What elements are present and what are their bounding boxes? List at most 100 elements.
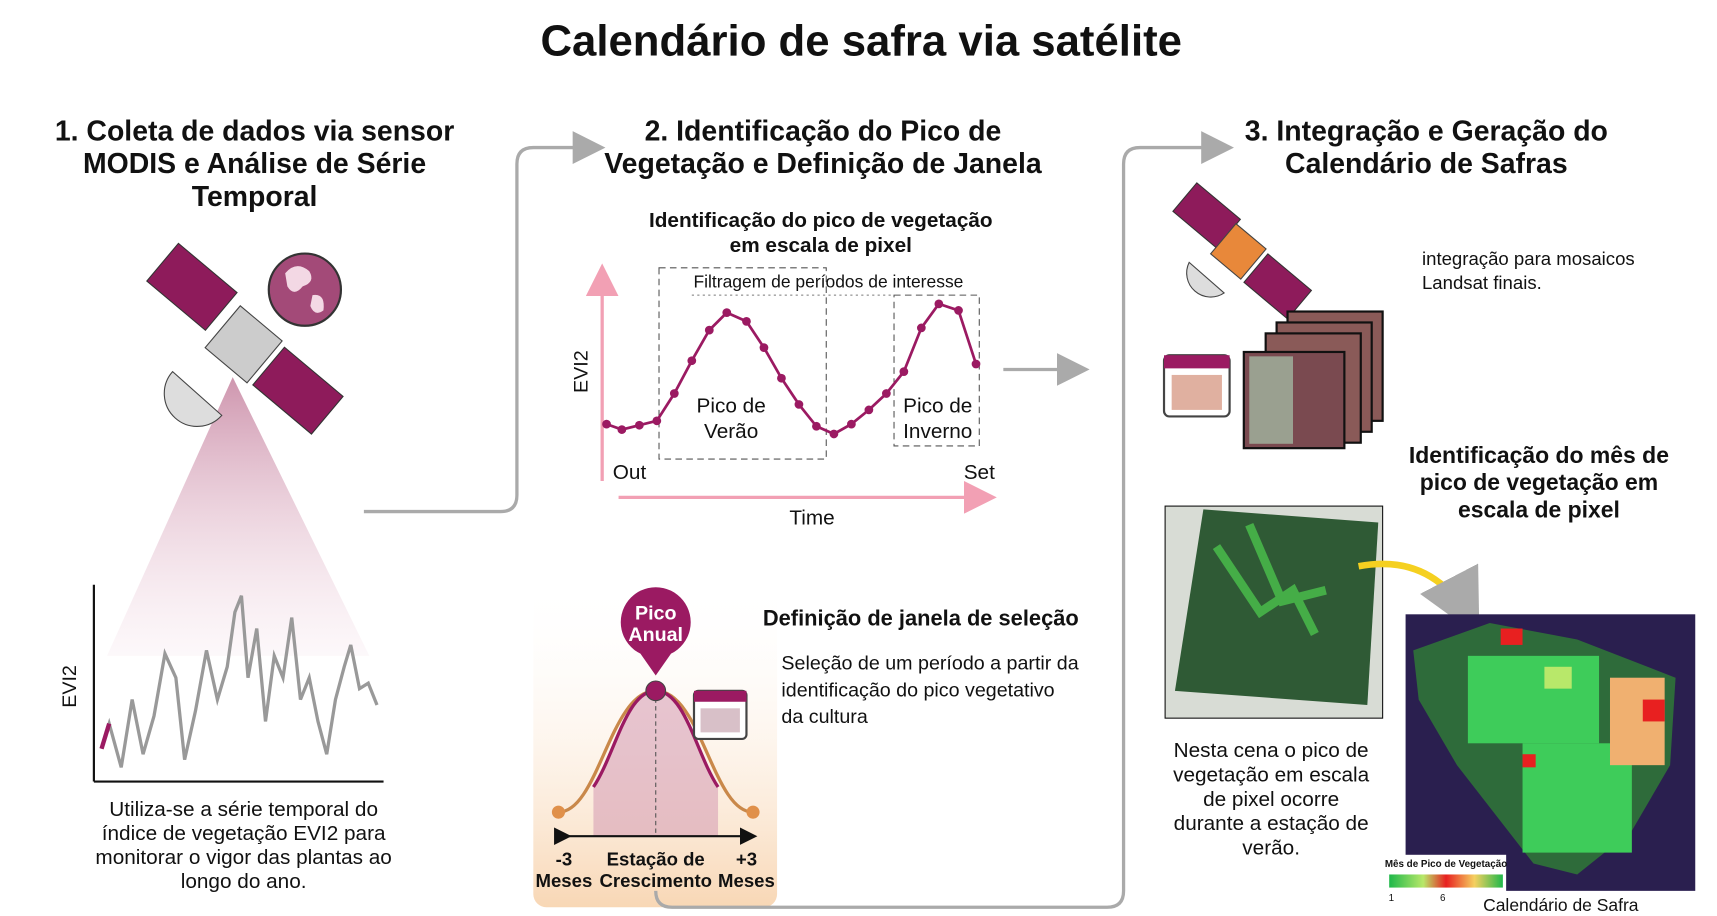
curve-dot [669, 389, 679, 398]
curve-dot [652, 416, 662, 426]
filter-label: Filtragem de períodos de interesse [693, 272, 963, 292]
text-line: índice de vegetação EVI2 para [102, 823, 386, 846]
range-label: -3 Meses [536, 848, 593, 891]
chart-title: Identificação do pico de vegetação em esc… [649, 209, 993, 257]
map-pixels [1467, 628, 1665, 853]
text-line: +3 [736, 848, 757, 869]
text-line: monitorar o vigor das plantas ao [95, 847, 391, 870]
text-line: 2. Identificação do Pico de [645, 115, 1002, 147]
curve-dot [847, 419, 856, 429]
caption: Utiliza-se a série temporal do índice de … [95, 799, 391, 894]
peak-label: Pico de Verão [697, 395, 766, 443]
text-line: Pico [635, 603, 677, 625]
satellite [1172, 182, 1313, 320]
evi2-curve [602, 299, 981, 439]
curve-dot [971, 359, 981, 369]
axis-label: EVI2 [59, 665, 81, 708]
text-line: Pico de [697, 395, 766, 418]
curve-dot [634, 420, 644, 430]
image-stack [1242, 310, 1384, 450]
scene-vegetation [1212, 522, 1327, 636]
text-line: 1. Coleta de dados via sensor [55, 115, 454, 147]
text-line: vegetação em escala [1173, 764, 1370, 787]
step-heading: 1. Coleta de dados via sensor MODIS e Aná… [55, 115, 454, 213]
text-line: Landsat finais. [1422, 272, 1542, 293]
highlight-arrow [1357, 560, 1480, 637]
step-heading: 3. Integração e Geração do Calendário de … [1245, 115, 1608, 180]
curve-dot [954, 306, 963, 315]
x-end: Set [964, 461, 995, 484]
title: Calendário de safra via satélite [540, 16, 1182, 65]
text-line: verão. [1242, 837, 1300, 860]
scene-raster [1174, 509, 1379, 706]
text-line: Meses [536, 870, 593, 891]
curve-dot [759, 343, 769, 352]
curve-dot [602, 419, 611, 429]
x-label: Time [789, 507, 834, 530]
peak-dot [645, 680, 667, 702]
text-line: -3 [556, 848, 573, 869]
legend-label: 1 [1389, 893, 1394, 904]
curve-dot [916, 323, 926, 333]
text-line: Nesta cena o pico de [1174, 740, 1369, 763]
text-line: Verão [704, 420, 758, 443]
dot [746, 805, 760, 819]
curve-dot [722, 308, 732, 317]
calendar-icon [1162, 354, 1231, 418]
pin [620, 587, 691, 676]
curve-dot [742, 316, 751, 326]
range-label: Estação de Crescimento [599, 848, 712, 891]
curve-dot [899, 367, 909, 377]
text-line: Meses [718, 870, 775, 891]
mosaic-text: integração para mosaicos Landsat finais. [1422, 248, 1635, 293]
text-line: Temporal [192, 180, 318, 212]
evi2-peaks [99, 722, 112, 750]
legend-bar [1389, 874, 1503, 888]
text-line: Vegetação e Definição de Janela [604, 148, 1042, 180]
pin-label: Pico Anual [628, 603, 683, 647]
legend-title: Mês de Pico de Vegetação [1385, 859, 1507, 870]
x-start: Out [613, 461, 647, 484]
evi2-series [99, 595, 379, 768]
section-heading: Identificação do mês de pico de vegetação… [1409, 442, 1669, 523]
axis-label: EVI2 [571, 350, 593, 393]
dot [551, 805, 566, 819]
text-line: Utiliza-se a série temporal do [109, 799, 378, 822]
text-line: de pixel ocorre [1203, 788, 1339, 811]
curve-dot [812, 421, 821, 431]
text-line: MODIS e Análise de Série [83, 148, 426, 180]
text-line: Identificação do mês de [1409, 442, 1669, 468]
window-text: Seleção de um período a partir da identif… [781, 653, 1078, 729]
text-line: pico de vegetação em [1420, 469, 1658, 495]
curve-dot [882, 389, 891, 398]
text-line: Estação de [607, 848, 705, 869]
text-line: durante a estação de [1174, 813, 1369, 836]
curve-dot [864, 405, 874, 415]
satellite [146, 242, 344, 435]
curve-dot [934, 299, 944, 309]
curve-dot [794, 400, 804, 409]
text-line: Inverno [903, 420, 972, 443]
legend-label: 6 [1440, 893, 1446, 904]
curve-line [606, 302, 978, 436]
flow-arrow [363, 131, 606, 514]
text-line: em escala de pixel [730, 235, 912, 258]
text-line: Identificação do pico de vegetação [649, 209, 993, 232]
text-line: identificação do pico vegetativo [781, 680, 1054, 702]
window-box [658, 267, 827, 460]
text-line: Seleção de um período a partir da [781, 653, 1078, 675]
window-title: Definição de janela de seleção [763, 606, 1079, 631]
text-line: Crescimento [599, 870, 712, 891]
window-box [893, 294, 980, 447]
curve-dot [829, 429, 839, 439]
text-line: Anual [628, 624, 683, 646]
step-heading: 2. Identificação do Pico de Vegetação e D… [604, 115, 1042, 180]
text-line: escala de pixel [1458, 497, 1620, 523]
curve-dot [704, 325, 714, 335]
text-line: 3. Integração e Geração do [1245, 115, 1608, 147]
curve-dot [617, 425, 627, 434]
flow-arrow [654, 131, 1234, 909]
peak-label: Pico de Inverno [903, 395, 972, 443]
